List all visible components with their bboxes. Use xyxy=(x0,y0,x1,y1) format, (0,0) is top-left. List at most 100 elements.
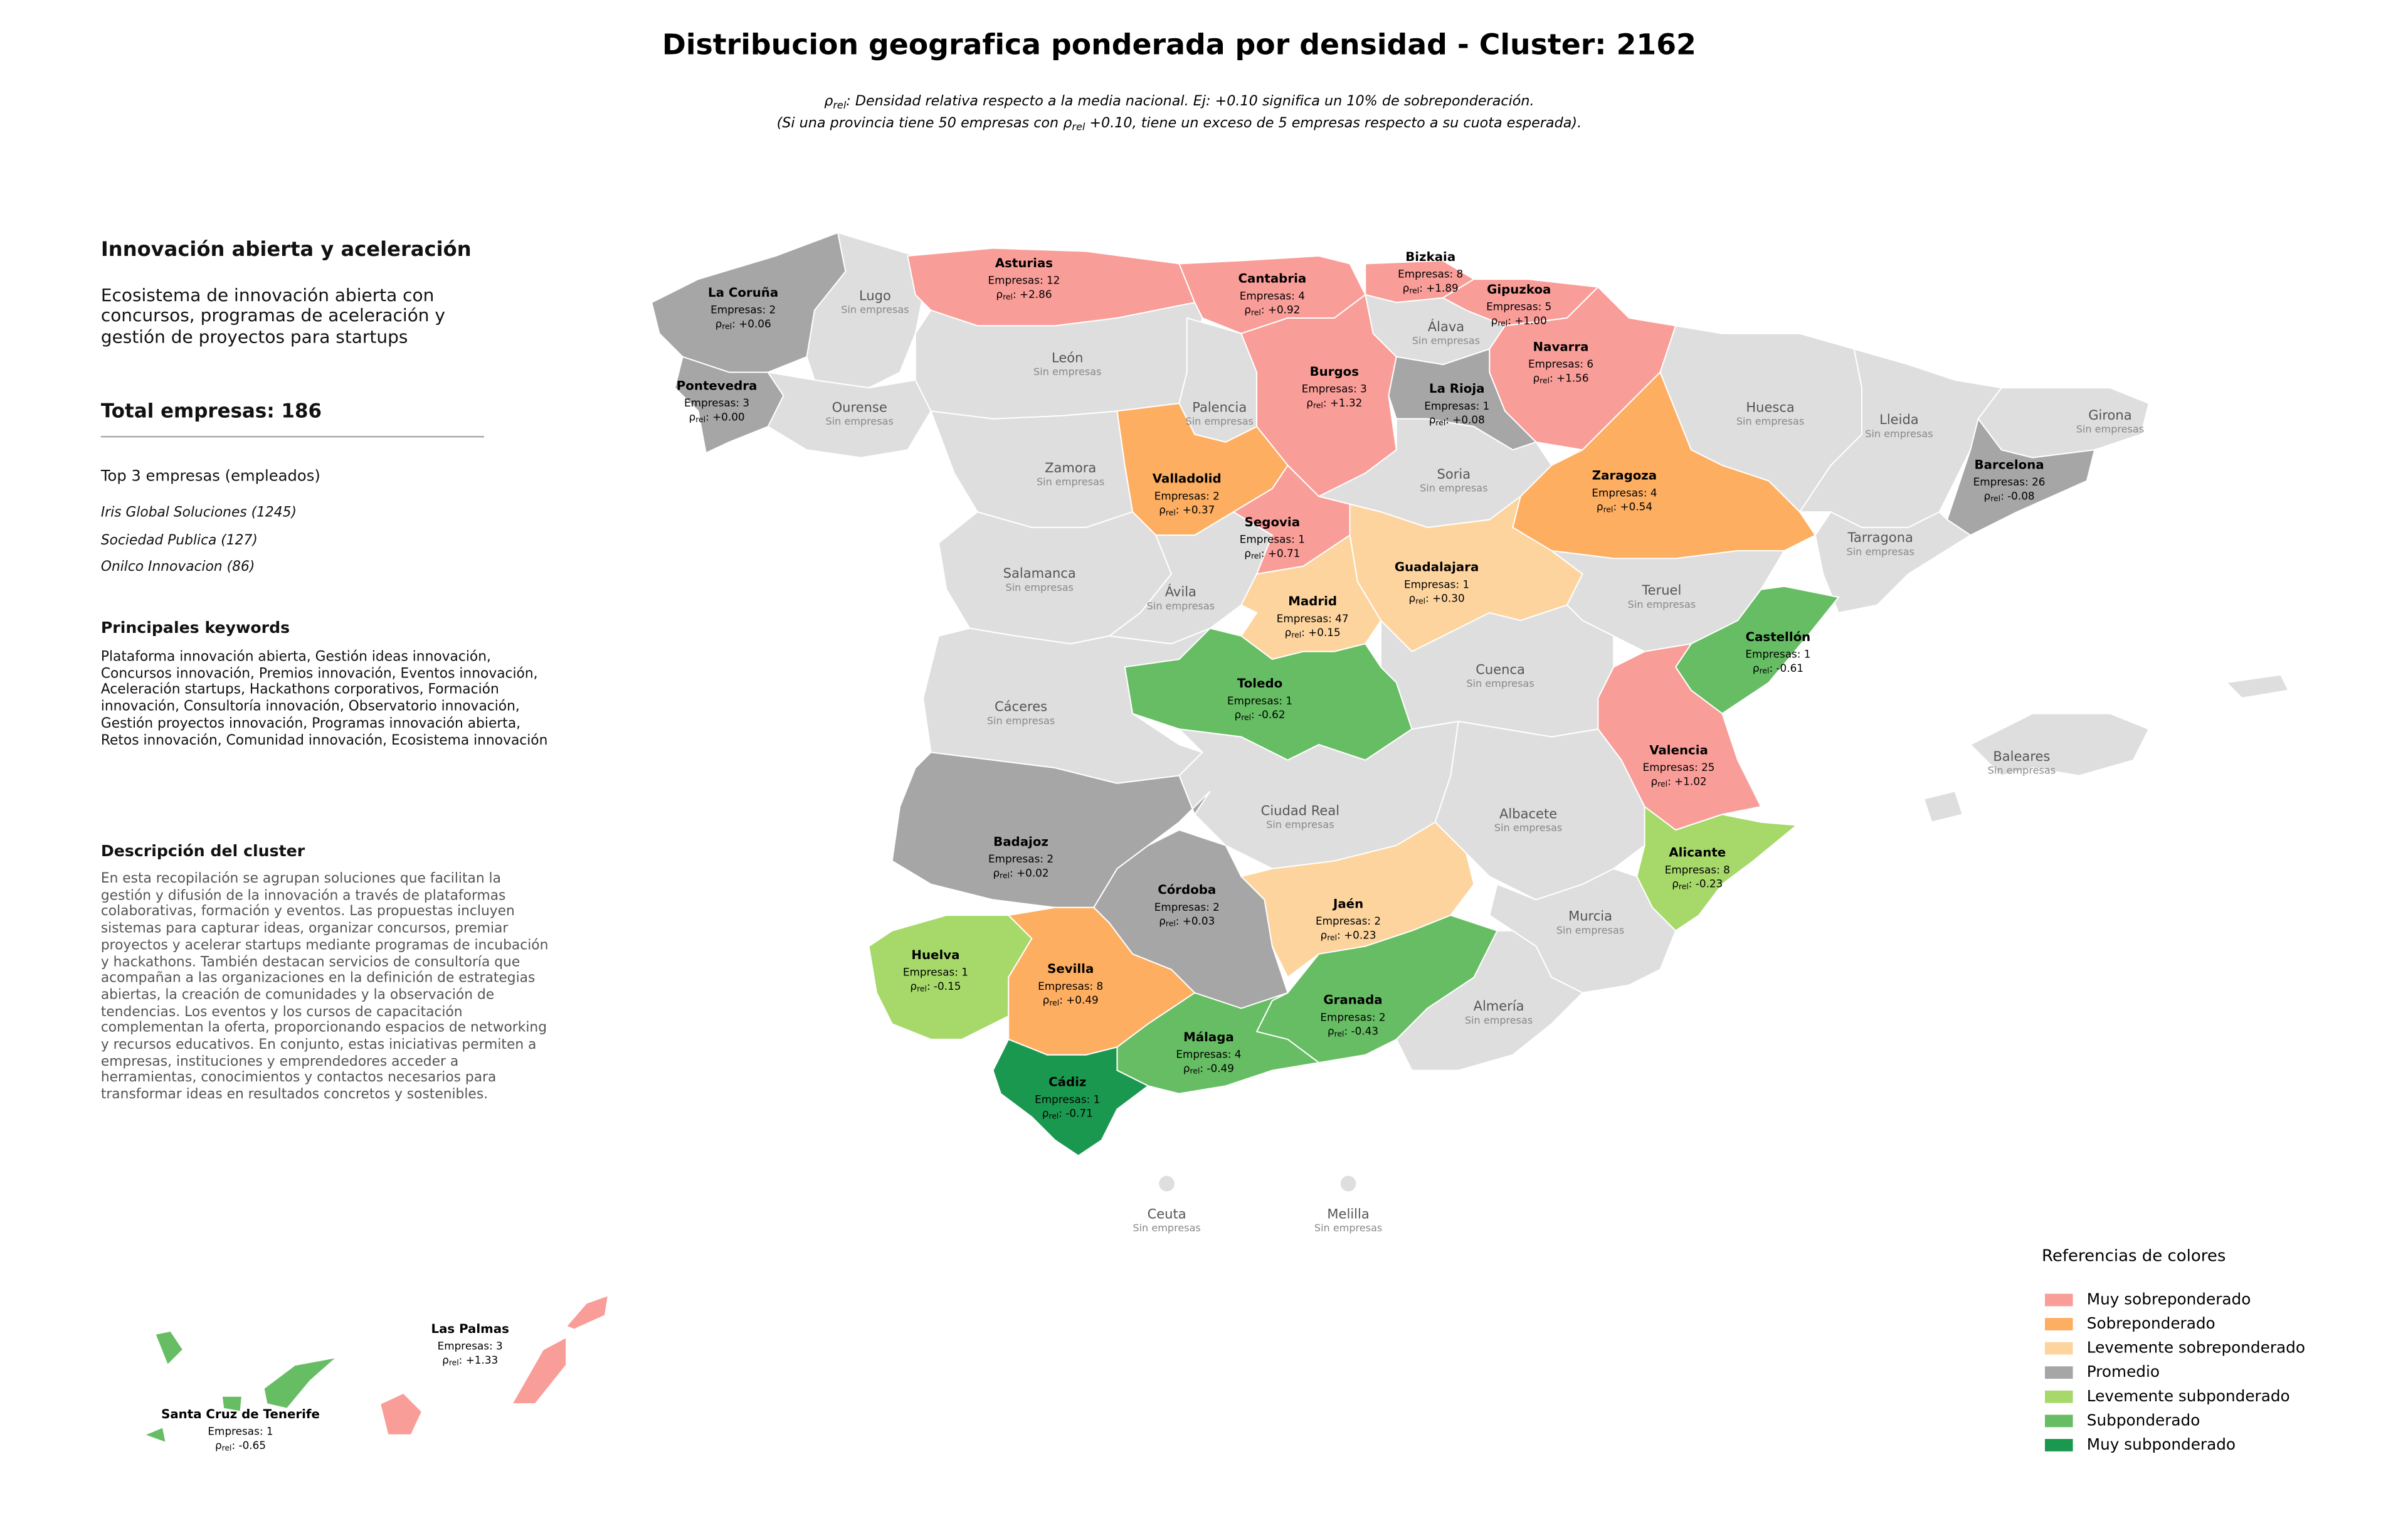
province-rho: ρrel: +0.08 xyxy=(1429,413,1485,427)
rho-sub: rel xyxy=(1000,871,1010,880)
province-note: Sin empresas xyxy=(1037,476,1104,488)
rho-value: : +0.54 xyxy=(1613,501,1652,513)
province-companies: Empresas: 2 xyxy=(1154,901,1220,913)
province-note: Sin empresas xyxy=(1266,819,1334,830)
rho-sub: rel xyxy=(722,322,732,331)
rho-sub: rel xyxy=(1291,630,1301,639)
rho-value: : -0.49 xyxy=(1200,1062,1234,1074)
province-shape xyxy=(510,1336,568,1405)
province-name: Córdoba xyxy=(1158,883,1216,897)
rho-value: : +0.03 xyxy=(1176,915,1215,927)
province-note: Sin empresas xyxy=(1556,924,1624,936)
province-rho: ρrel: +0.15 xyxy=(1285,626,1341,639)
rho-symbol: ρ xyxy=(1244,547,1251,560)
legend-swatch xyxy=(2044,1366,2073,1379)
rho-sub: rel xyxy=(1241,713,1251,721)
province-companies: Empresas: 1 xyxy=(1424,400,1489,412)
province-companies: Empresas: 1 xyxy=(1745,648,1810,661)
cluster-heading: Innovación abierta y aceleración xyxy=(100,238,472,262)
province-name: Las Palmas xyxy=(431,1322,509,1336)
top-company: Iris Global Soluciones (1245) xyxy=(100,506,297,521)
top-company: Sociedad Publica (127) xyxy=(100,533,258,549)
province-note: Sin empresas xyxy=(2076,423,2144,435)
legend-label: Muy sobreponderado xyxy=(2087,1290,2251,1308)
rho-symbol: ρ xyxy=(442,1354,449,1366)
province-name: Pontevedra xyxy=(677,378,758,393)
rho-sub: rel xyxy=(1760,666,1770,675)
province-rho: ρrel: +1.32 xyxy=(1306,396,1362,410)
rho-sub: rel xyxy=(1657,780,1667,788)
province-name: Ciudad Real xyxy=(1261,802,1339,818)
legend-title: Referencias de colores xyxy=(2042,1247,2226,1266)
rho-sub: rel xyxy=(1251,308,1261,317)
province-companies: Empresas: 2 xyxy=(1316,915,1381,927)
rho-symbol: ρ xyxy=(1533,371,1539,384)
rho-symbol: ρ xyxy=(1285,626,1292,639)
rho-symbol: ρ xyxy=(1159,915,1166,927)
rho-symbol: ρ xyxy=(996,288,1003,300)
rho-sub: rel xyxy=(1415,597,1425,605)
province-name: Palencia xyxy=(1192,399,1247,415)
province-name: Granada xyxy=(1323,993,1382,1007)
rho-value: : +2.86 xyxy=(1013,288,1052,300)
province-name: Ceuta xyxy=(1148,1206,1186,1221)
province-companies: Empresas: 4 xyxy=(1592,486,1657,499)
province-rho: ρrel: +0.54 xyxy=(1597,501,1652,514)
rho-value: : +0.30 xyxy=(1425,592,1465,605)
rho-symbol: ρ xyxy=(1597,501,1603,513)
subtitle-text: +0.10, tiene un exceso de 5 empresas res… xyxy=(1085,115,1582,131)
province-rho: ρrel: +0.49 xyxy=(1043,994,1099,1007)
rho-symbol: ρ xyxy=(1321,928,1328,941)
province-name: Baleares xyxy=(1993,748,2050,764)
province-name: La Coruña xyxy=(708,285,778,300)
legend-label: Sobreponderado xyxy=(2087,1314,2215,1332)
province-rho: ρrel: +1.00 xyxy=(1491,314,1547,327)
rho-symbol: ρ xyxy=(1306,396,1313,409)
province-rho: ρrel: -0.65 xyxy=(215,1439,266,1452)
province-rho: ρrel: -0.61 xyxy=(1753,662,1803,675)
province-shape xyxy=(992,1038,1149,1157)
rho-sub: rel xyxy=(1072,121,1085,133)
rho-symbol: ρ xyxy=(993,866,1000,879)
province-rho: ρrel: +1.02 xyxy=(1651,775,1707,788)
province-rho: ρrel: -0.23 xyxy=(1672,878,1723,891)
rho-sub: rel xyxy=(1539,376,1550,385)
rho-value: : +0.15 xyxy=(1301,626,1341,639)
province-name: Castellón xyxy=(1746,630,1811,644)
province-name: Sevilla xyxy=(1047,962,1094,976)
province-name: Segovia xyxy=(1245,515,1300,529)
province-name: Ávila xyxy=(1165,584,1196,600)
province-shape xyxy=(1159,1175,1175,1192)
province-note: Sin empresas xyxy=(1494,822,1562,834)
province-name: Barcelona xyxy=(1975,457,2044,472)
province-companies: Empresas: 1 xyxy=(1227,694,1292,707)
province-rho: ρrel: +1.89 xyxy=(1403,282,1459,295)
cluster-description: En esta recopilación se agrupan solucion… xyxy=(100,871,549,1103)
rho-symbol: ρ xyxy=(1063,115,1072,131)
rho-sub: rel xyxy=(1435,418,1445,427)
province-rho: ρrel: +0.02 xyxy=(993,866,1048,879)
province-shape xyxy=(1923,790,1964,823)
province-note: Sin empresas xyxy=(987,714,1055,726)
province-companies: Empresas: 26 xyxy=(1973,475,2046,488)
province-companies: Empresas: 47 xyxy=(1277,612,1349,625)
rho-value: : -0.62 xyxy=(1251,708,1286,721)
rho-value: : +1.89 xyxy=(1419,282,1459,294)
top-company: Onilco Innovacion (86) xyxy=(100,560,255,576)
province-shape xyxy=(1107,511,1274,645)
province-shape xyxy=(2225,674,2289,699)
province-name: Guadalajara xyxy=(1395,560,1479,575)
province-shape xyxy=(379,1392,423,1436)
province-rho: ρrel: -0.43 xyxy=(1328,1025,1378,1038)
rho-sub: rel xyxy=(1003,292,1013,301)
province-note: Sin empresas xyxy=(1736,415,1804,427)
province-rho: ρrel: +1.33 xyxy=(442,1354,498,1367)
province-note: Sin empresas xyxy=(1988,765,2056,777)
province-companies: Empresas: 4 xyxy=(1176,1048,1241,1061)
province-name: Lugo xyxy=(859,287,891,303)
province-name: Melilla xyxy=(1327,1206,1369,1221)
province-name: Santa Cruz de Tenerife xyxy=(161,1407,320,1421)
province-rho: ρrel: +0.92 xyxy=(1244,304,1300,317)
rho-sub: rel xyxy=(1603,505,1613,514)
